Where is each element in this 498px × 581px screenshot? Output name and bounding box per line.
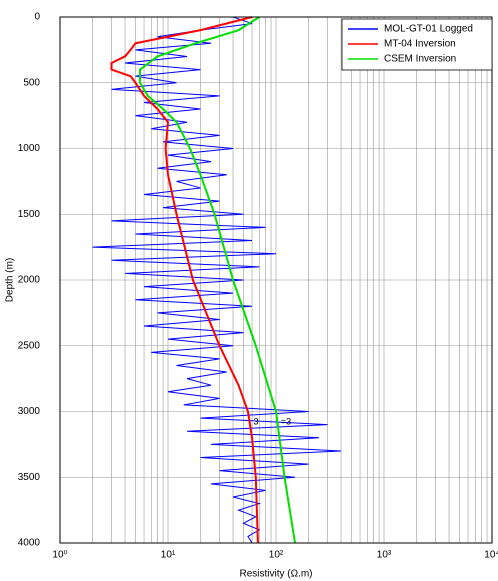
- x-tick-label: 10²: [269, 550, 284, 561]
- x-axis-label: Resistivity (Ω.m): [239, 569, 312, 580]
- x-tick-label: 10¹: [161, 550, 176, 561]
- y-tick-label: 1500: [18, 209, 41, 220]
- x-tick-label: 10³: [377, 550, 392, 561]
- y-axis-label: Depth (m): [5, 258, 16, 302]
- legend-label: MT-04 Inversion: [384, 39, 456, 50]
- y-tick-label: 0: [34, 12, 40, 23]
- series-line: [138, 16, 297, 544]
- series-line: [92, 16, 342, 544]
- y-tick-label: 2000: [18, 275, 41, 286]
- grid: 10⁰ 10¹ 10² 10³ 10⁴ 0 500 1000 1500 2000 2500 3000 3…: [18, 12, 498, 561]
- annotation: =3: [281, 416, 291, 426]
- legend-label: CSEM Inversion: [384, 54, 456, 65]
- legend: MOL-GT-01 Logged MT-04 Inversion CSEM Inve…: [341, 18, 493, 71]
- plot-frame: [59, 16, 493, 544]
- y-tick-label: 3500: [18, 472, 41, 483]
- annotation: 3: [253, 416, 258, 426]
- y-tick-label: 500: [23, 77, 40, 88]
- x-tick-label: 10⁰: [52, 550, 67, 561]
- series-line: [110, 16, 259, 544]
- y-tick-label: 2500: [18, 340, 41, 351]
- legend-label: MOL-GT-01 Logged: [384, 24, 473, 35]
- y-tick-label: 4000: [18, 538, 41, 549]
- y-tick-label: 3000: [18, 406, 41, 417]
- plot: 3 =3: [92, 16, 342, 544]
- y-tick-label: 1000: [18, 143, 41, 154]
- x-tick-label: 10⁴: [484, 550, 498, 561]
